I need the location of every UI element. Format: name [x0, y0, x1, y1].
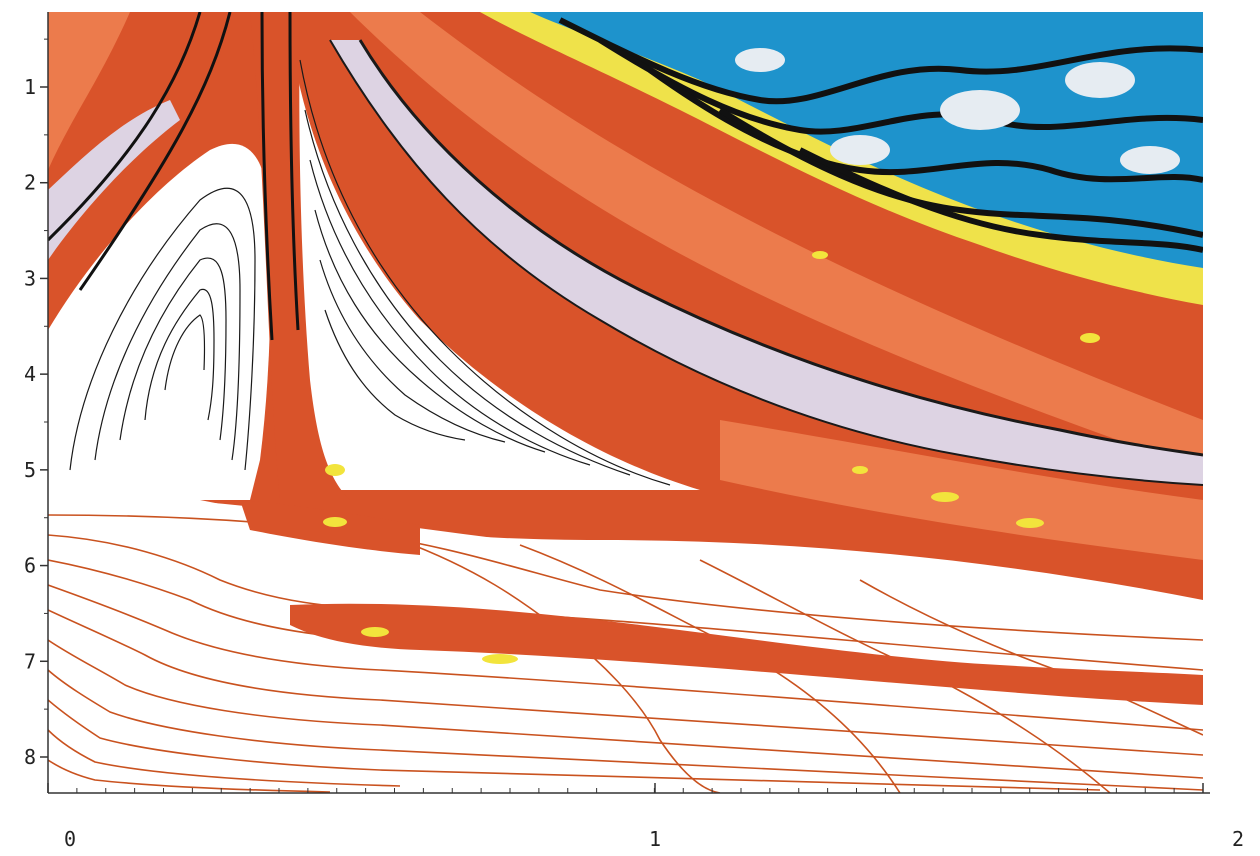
y-tick-label: 8	[24, 745, 36, 769]
x-tick-label: 1	[649, 827, 661, 851]
yellow-spots	[323, 251, 1100, 664]
lobe-contours	[69, 59, 671, 486]
left-lavender-streak	[48, 100, 180, 260]
x-tick-label: 2	[1232, 827, 1244, 851]
white-lobe-centre	[285, 30, 700, 490]
lavender-ridge	[330, 40, 1203, 485]
plot-area	[48, 12, 1203, 793]
lower-orange-band-1	[240, 500, 420, 555]
ridge-edge-upper	[358, 39, 1203, 457]
ridge-edge-lower	[329, 39, 1203, 486]
y-tick-label: 5	[24, 458, 36, 482]
central-streak	[250, 12, 350, 500]
y-tick-label: 4	[24, 362, 36, 386]
lower-orange-band-2	[290, 603, 1203, 705]
y-tick-label: 2	[24, 171, 36, 195]
central-dark-lines	[48, 12, 300, 341]
x-axis-ticks: 0 1 2	[47, 783, 1244, 851]
y-tick-label: 6	[24, 554, 36, 578]
blue-band-dark-contours	[558, 17, 1203, 253]
orange-band-light-3	[720, 420, 1203, 560]
orange-band-light-1	[48, 12, 130, 170]
y-tick-label: 3	[24, 266, 36, 290]
y-axis-ticks: 1 2 3 4 5 6 7 8	[24, 38, 48, 769]
orange-band-light-2	[350, 12, 1203, 470]
y-tick-label: 1	[24, 75, 36, 99]
x-tick-label: 0	[64, 827, 76, 851]
blue-band-light-patches	[735, 48, 1180, 174]
y-tick-label: 7	[24, 649, 36, 673]
